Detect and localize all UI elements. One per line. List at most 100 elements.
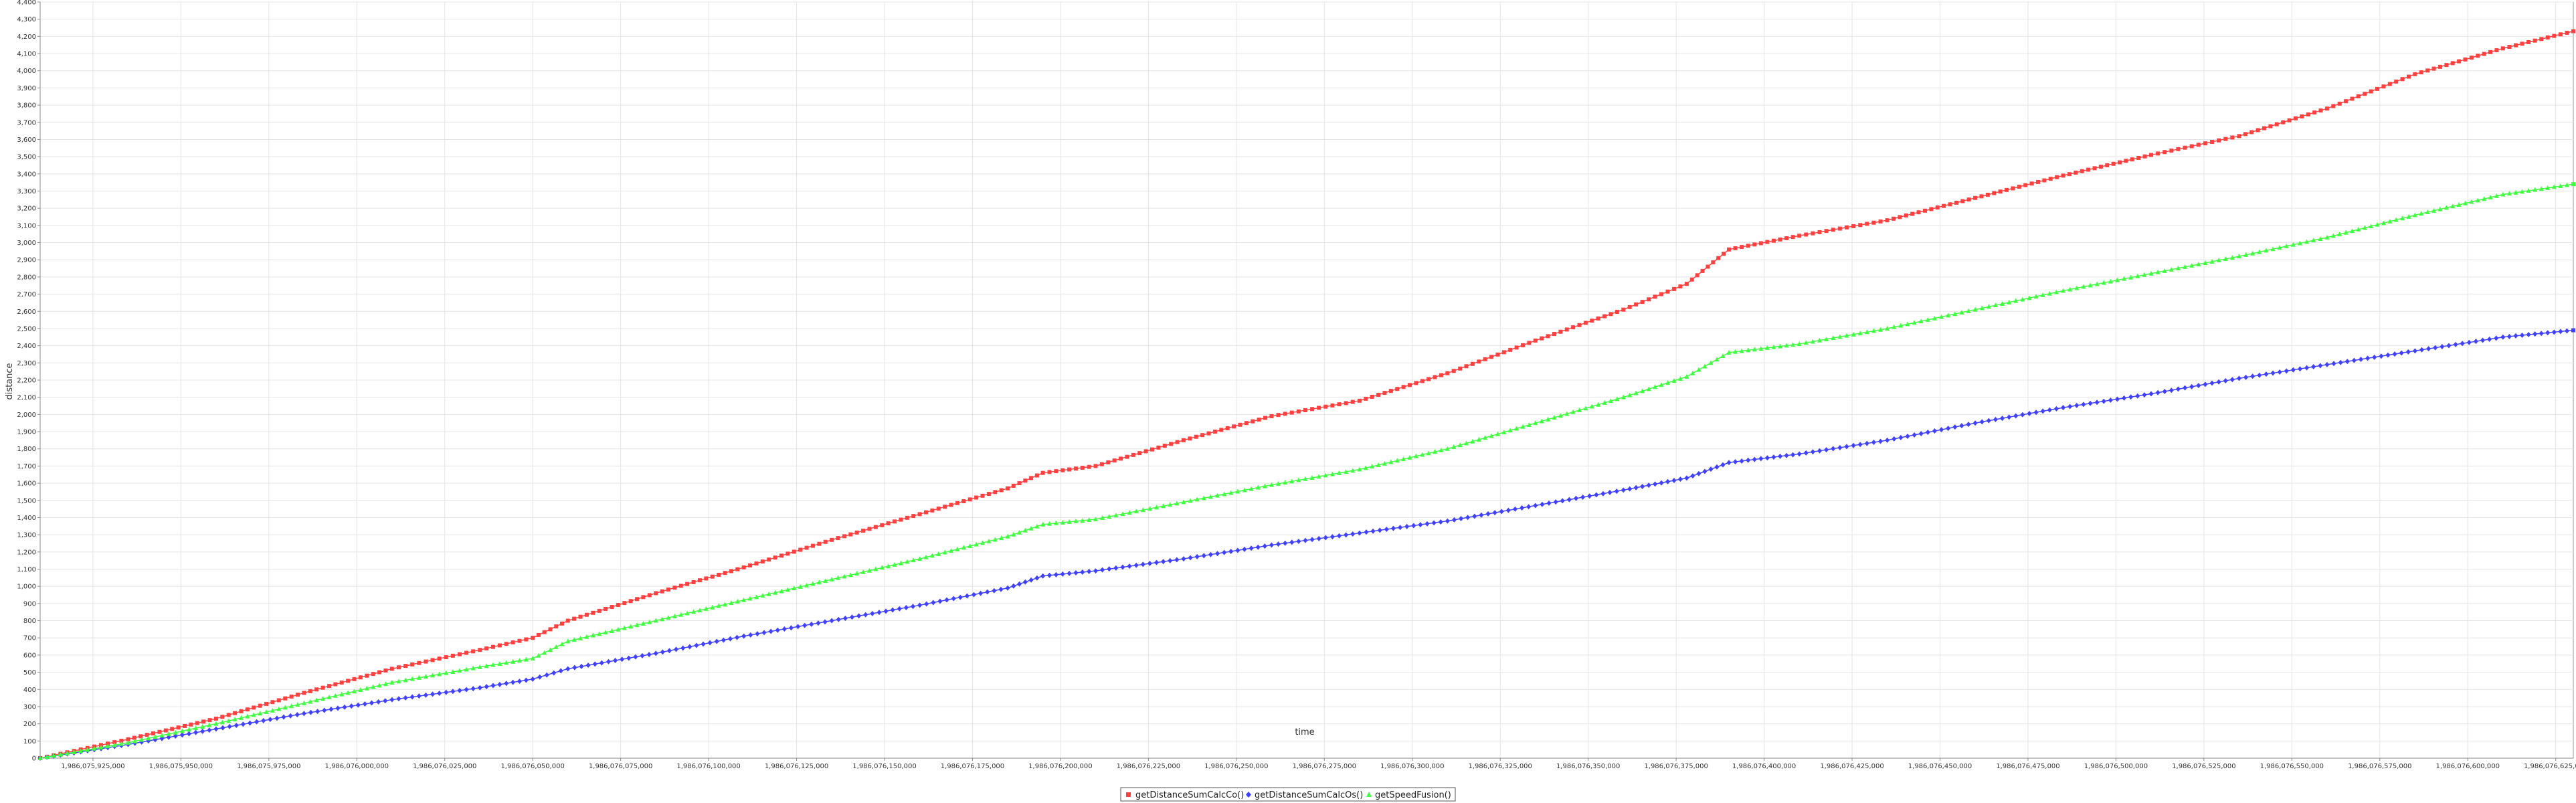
data-point [584, 612, 589, 617]
data-point [2124, 159, 2128, 163]
data-point [1120, 511, 1125, 517]
data-point [2243, 374, 2249, 380]
data-point [193, 725, 199, 731]
data-point [145, 733, 149, 737]
data-point [2450, 203, 2456, 209]
data-point [536, 632, 541, 637]
data-point [1560, 498, 1565, 504]
data-point [775, 627, 780, 633]
data-point [523, 677, 529, 683]
data-point [944, 597, 949, 603]
y-tick-label: 500 [23, 669, 36, 677]
y-tick-label: 4,300 [17, 16, 36, 23]
data-point [2372, 354, 2377, 360]
data-point [1526, 422, 1532, 427]
data-point [910, 604, 915, 610]
data-point [371, 684, 376, 689]
data-point [1646, 386, 1651, 391]
data-point [628, 624, 634, 629]
data-point [633, 654, 638, 660]
data-point [974, 495, 979, 500]
data-point [1878, 438, 1883, 444]
data-point [396, 696, 401, 702]
data-point [2162, 268, 2167, 273]
data-point [289, 694, 294, 699]
data-point [2142, 154, 2147, 159]
data-point [1188, 555, 1193, 561]
data-point [1521, 343, 1526, 347]
data-point [1073, 466, 1078, 471]
data-point [1483, 435, 1488, 440]
data-point [930, 508, 935, 513]
data-point [245, 713, 250, 719]
data-point [2437, 64, 2442, 69]
data-point [1485, 511, 1491, 517]
data-point [792, 549, 796, 554]
data-point [213, 716, 218, 721]
data-point [333, 682, 338, 687]
data-point [1113, 565, 1119, 571]
data-point [1228, 549, 1234, 555]
data-point [1257, 418, 1261, 422]
data-point [351, 689, 357, 694]
data-point [1495, 431, 1500, 436]
data-point [2155, 389, 2160, 395]
data-point [1093, 568, 1098, 574]
data-point [1140, 507, 1145, 513]
data-point [2142, 392, 2147, 398]
data-point [78, 748, 84, 753]
data-point [578, 614, 583, 619]
data-point [992, 537, 998, 542]
data-point [1034, 523, 1040, 529]
data-point [1898, 434, 1904, 440]
data-point [1401, 456, 1406, 462]
data-point [1696, 470, 1701, 476]
data-point [497, 661, 502, 666]
data-point [2311, 364, 2316, 370]
data-point [1249, 486, 1254, 491]
data-point [2189, 144, 2194, 149]
data-point [1501, 429, 1507, 434]
data-point [1640, 300, 1645, 304]
data-point [1296, 409, 1301, 414]
data-point [2074, 402, 2080, 408]
data-point [1017, 481, 1022, 486]
data-point [477, 664, 482, 669]
data-point [741, 565, 746, 569]
data-point [517, 638, 522, 643]
data-point [2571, 182, 2575, 187]
data-point [1011, 531, 1016, 537]
data-point [2237, 134, 2241, 139]
data-point [491, 644, 496, 649]
data-point [766, 591, 771, 596]
data-point [2558, 329, 2563, 335]
data-point [1714, 464, 1720, 470]
data-point [1350, 399, 1355, 404]
data-point [810, 543, 815, 548]
x-tick-label: 1,986,076,225,000 [1117, 763, 1180, 770]
data-point [2545, 330, 2551, 336]
y-tick-label: 3,000 [17, 240, 36, 247]
series-1 [38, 29, 2575, 760]
data-point [1276, 541, 1281, 547]
data-point [2419, 211, 2424, 216]
data-point [1546, 416, 1551, 422]
data-point [1073, 518, 1079, 523]
data-point [2128, 394, 2134, 400]
data-point [430, 673, 436, 678]
data-point [339, 681, 344, 685]
data-point [1194, 434, 1198, 439]
data-point [245, 707, 250, 712]
data-point [1671, 286, 1676, 291]
data-point [2270, 370, 2276, 376]
data-point [694, 642, 699, 648]
data-point [1350, 531, 1356, 537]
data-point [2462, 200, 2468, 205]
x-tick-label: 1,986,076,575,000 [2348, 763, 2411, 770]
data-point [283, 696, 288, 701]
data-point [2287, 118, 2292, 122]
data-point [1370, 528, 1376, 534]
data-point [1918, 431, 1924, 437]
data-point [1527, 341, 1532, 345]
data-point [2533, 187, 2538, 192]
